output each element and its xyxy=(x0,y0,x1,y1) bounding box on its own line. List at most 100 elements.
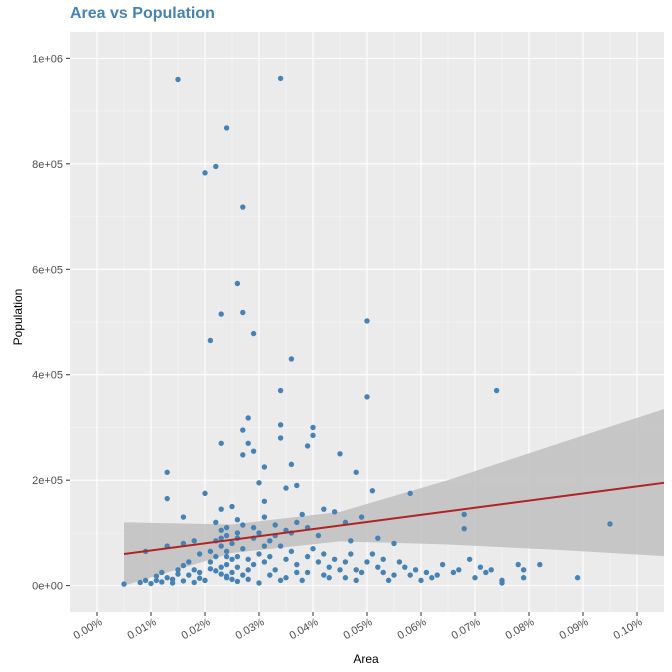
data-point xyxy=(153,573,160,579)
data-point xyxy=(277,75,284,82)
data-point xyxy=(218,564,224,570)
data-point xyxy=(369,551,376,557)
data-points xyxy=(121,75,613,587)
data-point xyxy=(283,485,289,491)
data-point xyxy=(358,514,365,520)
data-point xyxy=(520,567,527,573)
data-point xyxy=(493,387,500,394)
data-point xyxy=(261,514,268,520)
data-point xyxy=(288,548,295,555)
data-point xyxy=(267,572,273,578)
data-point xyxy=(207,548,214,555)
data-point xyxy=(256,580,262,586)
data-point xyxy=(331,556,338,562)
data-point xyxy=(207,337,214,344)
data-point xyxy=(240,309,246,316)
data-point xyxy=(245,440,251,446)
data-point xyxy=(375,535,381,541)
data-point xyxy=(261,498,268,504)
data-point xyxy=(234,530,241,536)
data-point xyxy=(223,553,230,560)
data-point xyxy=(348,538,354,544)
data-point xyxy=(175,76,181,83)
data-point xyxy=(218,571,224,577)
data-point xyxy=(142,577,149,584)
data-point xyxy=(180,540,187,547)
data-point xyxy=(137,579,143,586)
data-point xyxy=(472,575,478,581)
data-point xyxy=(483,569,489,576)
data-point xyxy=(159,579,165,585)
data-point xyxy=(186,572,192,578)
data-point xyxy=(218,543,224,549)
x-axis-ticks: 0.00% 0.01% 0.02% 0.03% 0.04% 0.05% 0.06% 0.07%… xyxy=(71,612,645,642)
data-point xyxy=(466,556,473,562)
data-point xyxy=(337,567,343,573)
data-point xyxy=(169,576,176,583)
data-point xyxy=(245,556,251,562)
data-point xyxy=(223,125,230,131)
data-point xyxy=(277,543,284,549)
x-tick-label: 0.06% xyxy=(395,616,428,642)
data-point xyxy=(196,569,203,576)
y-axis-ticks: 0e+00 2e+05 4e+05 6e+05 8e+05 1e+06 xyxy=(32,53,70,593)
data-point xyxy=(574,575,581,581)
data-point xyxy=(159,569,165,576)
data-point xyxy=(364,559,370,565)
data-point xyxy=(353,469,359,475)
data-point xyxy=(288,461,295,468)
data-point xyxy=(358,569,365,576)
data-point xyxy=(326,564,332,570)
data-point xyxy=(186,559,192,565)
data-point xyxy=(229,540,235,547)
data-point xyxy=(207,566,214,572)
data-point xyxy=(153,577,160,584)
data-point xyxy=(121,581,127,587)
data-point xyxy=(342,559,349,565)
x-tick-label: 0.10% xyxy=(611,616,644,642)
y-tick-label: 6e+05 xyxy=(32,264,63,276)
data-point xyxy=(321,572,327,578)
data-point xyxy=(499,580,505,586)
data-point xyxy=(223,532,230,539)
data-point xyxy=(191,538,197,544)
data-point xyxy=(261,464,268,470)
data-point xyxy=(380,556,386,562)
data-point xyxy=(294,569,300,576)
x-tick-label: 0.07% xyxy=(449,616,482,642)
data-point xyxy=(456,567,462,573)
data-point xyxy=(331,509,338,515)
y-tick-label: 1e+06 xyxy=(32,53,63,65)
data-point xyxy=(277,435,284,441)
data-point xyxy=(245,415,251,421)
data-point xyxy=(240,204,246,210)
data-point xyxy=(180,562,187,569)
data-point xyxy=(240,452,246,458)
data-point xyxy=(310,424,316,431)
x-tick-label: 0.02% xyxy=(179,616,212,642)
data-point xyxy=(310,432,316,439)
data-point xyxy=(180,578,187,584)
data-point xyxy=(272,567,278,573)
data-point xyxy=(520,575,527,581)
data-point xyxy=(461,511,467,518)
x-tick-label: 0.03% xyxy=(233,616,266,642)
data-point xyxy=(299,577,305,584)
data-point xyxy=(353,577,359,584)
data-point xyxy=(342,575,349,581)
data-point xyxy=(396,559,403,565)
data-point xyxy=(256,551,262,557)
data-point xyxy=(213,553,219,560)
data-point xyxy=(191,579,197,586)
data-point xyxy=(223,575,230,581)
chart-title: Area vs Population xyxy=(70,5,215,22)
data-point xyxy=(277,422,284,428)
data-point xyxy=(261,559,268,565)
data-point xyxy=(391,572,397,578)
data-point xyxy=(380,569,386,576)
data-point xyxy=(175,571,181,577)
data-point xyxy=(315,532,322,539)
data-point xyxy=(407,490,413,497)
data-point xyxy=(234,578,241,585)
data-point xyxy=(256,480,262,486)
